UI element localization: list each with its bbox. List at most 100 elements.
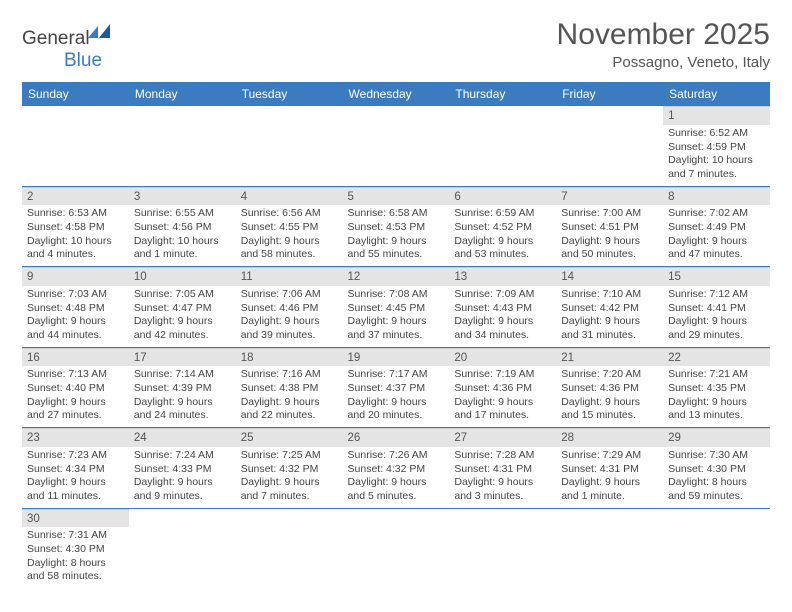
daylight-line: Daylight: 8 hours and 59 minutes. <box>668 476 765 503</box>
sunrise-line: Sunrise: 7:02 AM <box>668 207 765 221</box>
sunset-line: Sunset: 4:58 PM <box>27 221 124 235</box>
daylight-line: Daylight: 9 hours and 58 minutes. <box>241 235 338 262</box>
day-cell: 26Sunrise: 7:26 AMSunset: 4:32 PMDayligh… <box>343 428 450 509</box>
weekday-header: Sunday <box>22 82 129 106</box>
daylight-line: Daylight: 9 hours and 55 minutes. <box>348 235 445 262</box>
daylight-line: Daylight: 9 hours and 20 minutes. <box>348 396 445 423</box>
weekday-header: Friday <box>556 82 663 106</box>
empty-cell <box>129 508 236 588</box>
empty-cell <box>236 106 343 186</box>
day-cell: 2Sunrise: 6:53 AMSunset: 4:58 PMDaylight… <box>22 186 129 267</box>
day-number: 23 <box>22 428 129 447</box>
day-number: 1 <box>663 106 770 125</box>
sunrise-line: Sunrise: 7:00 AM <box>561 207 658 221</box>
day-number: 10 <box>129 267 236 286</box>
day-cell: 23Sunrise: 7:23 AMSunset: 4:34 PMDayligh… <box>22 428 129 509</box>
daylight-line: Daylight: 9 hours and 15 minutes. <box>561 396 658 423</box>
sunset-line: Sunset: 4:37 PM <box>348 382 445 396</box>
day-body: Sunrise: 6:59 AMSunset: 4:52 PMDaylight:… <box>449 205 556 266</box>
daylight-line: Daylight: 9 hours and 13 minutes. <box>668 396 765 423</box>
sunrise-line: Sunrise: 7:30 AM <box>668 449 765 463</box>
day-body: Sunrise: 7:20 AMSunset: 4:36 PMDaylight:… <box>556 366 663 427</box>
sunset-line: Sunset: 4:55 PM <box>241 221 338 235</box>
day-number: 16 <box>22 348 129 367</box>
sunset-line: Sunset: 4:32 PM <box>348 463 445 477</box>
day-cell: 7Sunrise: 7:00 AMSunset: 4:51 PMDaylight… <box>556 186 663 267</box>
day-cell: 24Sunrise: 7:24 AMSunset: 4:33 PMDayligh… <box>129 428 236 509</box>
day-cell: 17Sunrise: 7:14 AMSunset: 4:39 PMDayligh… <box>129 347 236 428</box>
daylight-line: Daylight: 9 hours and 50 minutes. <box>561 235 658 262</box>
daylight-line: Daylight: 10 hours and 7 minutes. <box>668 154 765 181</box>
sunset-line: Sunset: 4:32 PM <box>241 463 338 477</box>
weekday-header: Saturday <box>663 82 770 106</box>
daylight-line: Daylight: 9 hours and 37 minutes. <box>348 315 445 342</box>
day-body: Sunrise: 7:03 AMSunset: 4:48 PMDaylight:… <box>22 286 129 347</box>
logo: GeneralBlue <box>22 18 110 72</box>
day-body: Sunrise: 7:10 AMSunset: 4:42 PMDaylight:… <box>556 286 663 347</box>
sunrise-line: Sunrise: 7:06 AM <box>241 288 338 302</box>
day-body: Sunrise: 6:58 AMSunset: 4:53 PMDaylight:… <box>343 205 450 266</box>
day-cell: 27Sunrise: 7:28 AMSunset: 4:31 PMDayligh… <box>449 428 556 509</box>
daylight-line: Daylight: 9 hours and 39 minutes. <box>241 315 338 342</box>
day-number: 18 <box>236 348 343 367</box>
day-cell: 14Sunrise: 7:10 AMSunset: 4:42 PMDayligh… <box>556 267 663 348</box>
calendar-row: 1Sunrise: 6:52 AMSunset: 4:59 PMDaylight… <box>22 106 770 186</box>
day-cell: 5Sunrise: 6:58 AMSunset: 4:53 PMDaylight… <box>343 186 450 267</box>
calendar-row: 9Sunrise: 7:03 AMSunset: 4:48 PMDaylight… <box>22 267 770 348</box>
day-body: Sunrise: 7:19 AMSunset: 4:36 PMDaylight:… <box>449 366 556 427</box>
empty-cell <box>663 508 770 588</box>
day-cell: 3Sunrise: 6:55 AMSunset: 4:56 PMDaylight… <box>129 186 236 267</box>
daylight-line: Daylight: 9 hours and 31 minutes. <box>561 315 658 342</box>
sunrise-line: Sunrise: 7:12 AM <box>668 288 765 302</box>
day-number: 11 <box>236 267 343 286</box>
day-number: 25 <box>236 428 343 447</box>
weekday-header: Thursday <box>449 82 556 106</box>
sunrise-line: Sunrise: 7:08 AM <box>348 288 445 302</box>
sunset-line: Sunset: 4:33 PM <box>134 463 231 477</box>
sunset-line: Sunset: 4:59 PM <box>668 141 765 155</box>
day-body: Sunrise: 7:14 AMSunset: 4:39 PMDaylight:… <box>129 366 236 427</box>
day-body: Sunrise: 7:30 AMSunset: 4:30 PMDaylight:… <box>663 447 770 508</box>
day-cell: 11Sunrise: 7:06 AMSunset: 4:46 PMDayligh… <box>236 267 343 348</box>
day-body: Sunrise: 7:09 AMSunset: 4:43 PMDaylight:… <box>449 286 556 347</box>
logo-sail-icon <box>88 24 110 38</box>
sunrise-line: Sunrise: 7:09 AM <box>454 288 551 302</box>
day-body: Sunrise: 7:16 AMSunset: 4:38 PMDaylight:… <box>236 366 343 427</box>
day-number: 13 <box>449 267 556 286</box>
sunset-line: Sunset: 4:36 PM <box>454 382 551 396</box>
calendar-table: SundayMondayTuesdayWednesdayThursdayFrid… <box>22 82 770 588</box>
day-body: Sunrise: 7:12 AMSunset: 4:41 PMDaylight:… <box>663 286 770 347</box>
sunrise-line: Sunrise: 6:56 AM <box>241 207 338 221</box>
day-cell: 25Sunrise: 7:25 AMSunset: 4:32 PMDayligh… <box>236 428 343 509</box>
day-number: 15 <box>663 267 770 286</box>
day-cell: 22Sunrise: 7:21 AMSunset: 4:35 PMDayligh… <box>663 347 770 428</box>
sunset-line: Sunset: 4:48 PM <box>27 302 124 316</box>
day-body: Sunrise: 7:23 AMSunset: 4:34 PMDaylight:… <box>22 447 129 508</box>
day-body: Sunrise: 7:26 AMSunset: 4:32 PMDaylight:… <box>343 447 450 508</box>
day-cell: 8Sunrise: 7:02 AMSunset: 4:49 PMDaylight… <box>663 186 770 267</box>
sunset-line: Sunset: 4:43 PM <box>454 302 551 316</box>
sunset-line: Sunset: 4:56 PM <box>134 221 231 235</box>
day-cell: 21Sunrise: 7:20 AMSunset: 4:36 PMDayligh… <box>556 347 663 428</box>
day-body: Sunrise: 6:53 AMSunset: 4:58 PMDaylight:… <box>22 205 129 266</box>
logo-word2: Blue <box>64 50 102 71</box>
day-number: 24 <box>129 428 236 447</box>
daylight-line: Daylight: 9 hours and 27 minutes. <box>27 396 124 423</box>
day-body: Sunrise: 7:08 AMSunset: 4:45 PMDaylight:… <box>343 286 450 347</box>
sunset-line: Sunset: 4:52 PM <box>454 221 551 235</box>
day-number: 28 <box>556 428 663 447</box>
calendar-head: SundayMondayTuesdayWednesdayThursdayFrid… <box>22 82 770 106</box>
weekday-header: Monday <box>129 82 236 106</box>
weekday-row: SundayMondayTuesdayWednesdayThursdayFrid… <box>22 82 770 106</box>
day-cell: 16Sunrise: 7:13 AMSunset: 4:40 PMDayligh… <box>22 347 129 428</box>
daylight-line: Daylight: 9 hours and 11 minutes. <box>27 476 124 503</box>
sunrise-line: Sunrise: 7:03 AM <box>27 288 124 302</box>
sunrise-line: Sunrise: 7:16 AM <box>241 368 338 382</box>
daylight-line: Daylight: 9 hours and 47 minutes. <box>668 235 765 262</box>
day-number: 8 <box>663 187 770 206</box>
daylight-line: Daylight: 8 hours and 58 minutes. <box>27 557 124 584</box>
sunrise-line: Sunrise: 7:25 AM <box>241 449 338 463</box>
sunrise-line: Sunrise: 7:10 AM <box>561 288 658 302</box>
day-body: Sunrise: 7:06 AMSunset: 4:46 PMDaylight:… <box>236 286 343 347</box>
title-block: November 2025 Possagno, Veneto, Italy <box>557 18 770 71</box>
